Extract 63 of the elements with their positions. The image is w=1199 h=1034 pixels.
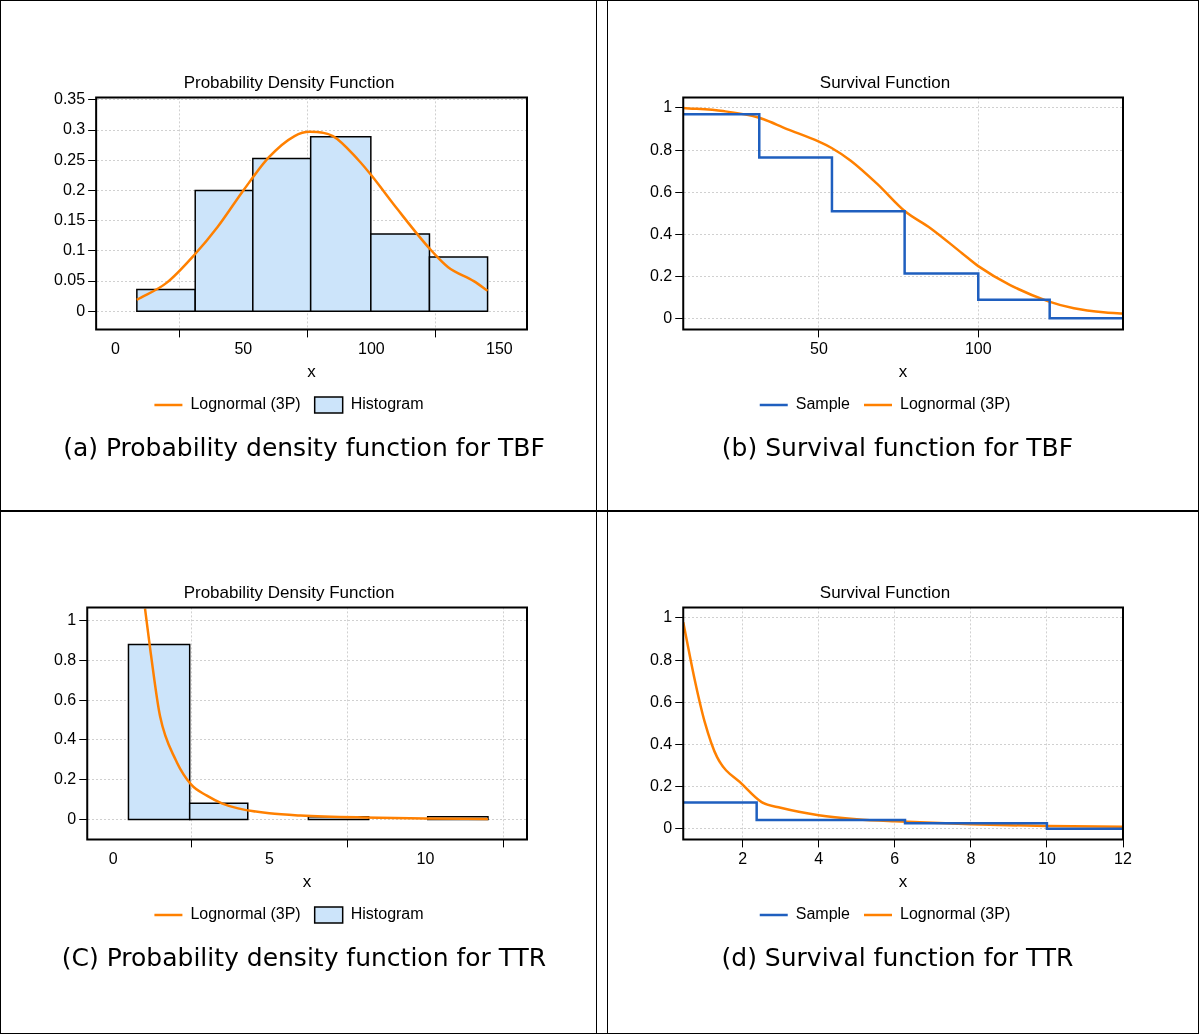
y-tick-label: 0.35 — [54, 90, 86, 108]
x-tick-label: 8 — [966, 850, 976, 868]
chart-title: Survival Function — [819, 582, 951, 602]
y-tick-label: 0.2 — [649, 267, 673, 285]
x-tick-label: 2 — [738, 850, 748, 868]
y-tick-label: 0.4 — [649, 224, 673, 242]
x-tick-label: 50 — [234, 340, 253, 358]
y-tick-label: 1 — [663, 98, 673, 116]
x-axis-title: x — [898, 872, 908, 892]
x-axis-title: x — [307, 362, 317, 382]
legend-label: Lognormal (3P) — [899, 905, 1011, 923]
y-tick-label: 0.8 — [649, 650, 673, 668]
y-tick-label: 0.15 — [54, 211, 86, 229]
line-series — [135, 130, 489, 302]
y-tick-label: 0 — [663, 309, 673, 327]
text: (d) Survival function for TTR — [720, 943, 1075, 972]
y-tick-label: 0.05 — [54, 271, 86, 289]
legend-label: Histogram — [350, 395, 424, 413]
x-tick-label: 10 — [416, 850, 435, 868]
legend-label: Lognormal (3P) — [899, 395, 1011, 413]
text: (a) Probability density function for TBF — [62, 433, 546, 462]
y-tick-label: 1 — [67, 610, 77, 628]
legend-label: Sample — [795, 395, 851, 413]
y-tick-label: 0.6 — [649, 692, 673, 710]
x-tick-label: 4 — [814, 850, 824, 868]
text: (b) Survival function for TBF — [720, 433, 1075, 462]
legend-label: Histogram — [350, 905, 424, 923]
legend-label: Lognormal (3P) — [190, 395, 301, 413]
y-tick-label: 0.8 — [53, 650, 77, 668]
y-tick-label: 0.6 — [53, 690, 77, 708]
y-tick-label: 1 — [663, 608, 673, 626]
chart-title: Probability Density Function — [183, 582, 395, 602]
y-tick-label: 0.3 — [62, 120, 86, 138]
y-tick-label: 0.4 — [53, 730, 77, 748]
x-tick-label: 0 — [110, 340, 120, 358]
line-series — [143, 607, 490, 821]
x-axis-title: x — [898, 362, 908, 382]
x-tick-label: 100 — [964, 340, 992, 358]
y-tick-label: 0.8 — [649, 140, 673, 158]
chart-title: Survival Function — [819, 72, 951, 92]
x-tick-label: 6 — [890, 850, 900, 868]
legend-label: Lognormal (3P) — [190, 905, 301, 923]
y-tick-label: 0.6 — [649, 182, 673, 200]
y-tick-label: 0 — [67, 809, 77, 827]
legend-label: Sample — [795, 905, 851, 923]
x-tick-label: 150 — [486, 340, 513, 358]
y-tick-label: 0 — [663, 819, 673, 837]
x-tick-label: 10 — [1038, 850, 1056, 868]
x-tick-label: 50 — [809, 340, 828, 358]
chart-title: Probability Density Function — [183, 72, 395, 92]
y-tick-label: 0.2 — [649, 777, 673, 795]
y-tick-label: 0 — [76, 301, 86, 319]
y-tick-label: 0.2 — [53, 770, 77, 788]
text: (C) Probability density function for TTR — [60, 943, 548, 972]
x-axis-title: x — [302, 872, 312, 892]
x-tick-label: 100 — [358, 340, 385, 358]
y-tick-label: 0.4 — [649, 734, 673, 752]
y-tick-label: 0.2 — [62, 180, 86, 198]
x-tick-label: 12 — [1114, 850, 1132, 868]
x-tick-label: 0 — [108, 850, 118, 868]
y-tick-label: 0.25 — [54, 150, 86, 168]
x-tick-label: 5 — [264, 850, 274, 868]
y-tick-label: 0.1 — [62, 241, 86, 259]
